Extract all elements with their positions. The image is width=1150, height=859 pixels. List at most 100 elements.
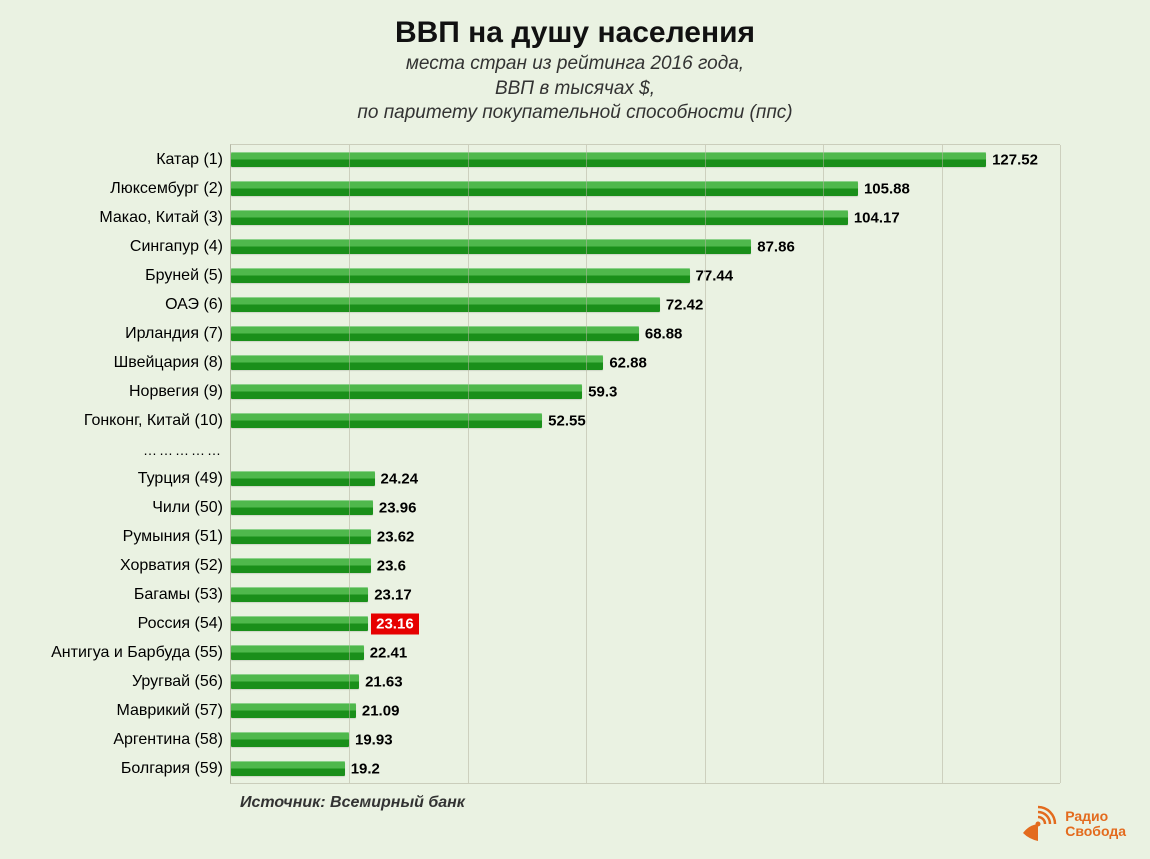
bar-row: Люксембург (2)105.88: [231, 174, 1060, 203]
subtitle-line-2: ВВП в тысячах $,: [495, 78, 655, 99]
bar-row: Хорватия (52)23.6: [231, 551, 1060, 580]
value-label: 21.09: [362, 702, 400, 719]
value-label: 23.62: [377, 528, 415, 545]
bar-row: Ирландия (7)68.88: [231, 319, 1060, 348]
bar-row: Аргентина (58)19.93: [231, 725, 1060, 754]
separator-dots: ……………: [36, 442, 231, 458]
bar-row: Швейцария (8)62.88: [231, 348, 1060, 377]
bar-row: ОАЭ (6)72.42: [231, 290, 1060, 319]
bar: 23.96: [231, 500, 373, 515]
gridline: [1060, 145, 1061, 783]
gridline: [942, 145, 943, 783]
bar-row: Болгария (59)19.2: [231, 754, 1060, 783]
gridline: [468, 145, 469, 783]
category-label: Сингапур (4): [36, 238, 231, 256]
category-label: Швейцария (8): [36, 354, 231, 372]
bar-row: Сингапур (4)87.86: [231, 232, 1060, 261]
bar: 77.44: [231, 268, 690, 283]
category-label: Чили (50): [36, 499, 231, 517]
separator-row: ……………: [231, 435, 1060, 464]
bar: 104.17: [231, 210, 848, 225]
category-label: Ирландия (7): [36, 325, 231, 343]
value-label: 62.88: [609, 354, 647, 371]
category-label: Гонконг, Китай (10): [36, 412, 231, 430]
category-label: Россия (54): [36, 615, 231, 633]
category-label: Люксембург (2): [36, 180, 231, 198]
bar: 22.41: [231, 645, 364, 660]
category-label: Турция (49): [36, 470, 231, 488]
value-label: 22.41: [370, 644, 408, 661]
bar: 127.52: [231, 152, 986, 167]
bar: 68.88: [231, 326, 639, 341]
value-label: 59.3: [588, 383, 617, 400]
bar: 24.24: [231, 471, 375, 486]
bar: 72.42: [231, 297, 660, 312]
value-label: 127.52: [992, 151, 1038, 168]
value-label: 19.2: [351, 760, 380, 777]
bar-row: Россия (54)23.16: [231, 609, 1060, 638]
gridline: [586, 145, 587, 783]
logo-line-1: Радио: [1065, 809, 1126, 824]
category-label: Уругвай (56): [36, 673, 231, 691]
bar: 23.17: [231, 587, 368, 602]
bar: 59.3: [231, 384, 582, 399]
gridline: [705, 145, 706, 783]
chart-title: ВВП на душу населения: [30, 16, 1120, 50]
value-label: 23.17: [374, 586, 412, 603]
bar-row: Антигуа и Барбуда (55)22.41: [231, 638, 1060, 667]
value-label: 68.88: [645, 325, 683, 342]
category-label: Макао, Китай (3): [36, 209, 231, 227]
value-label: 77.44: [696, 267, 734, 284]
bar: 19.93: [231, 732, 349, 747]
bar-row: Гонконг, Китай (10)52.55: [231, 406, 1060, 435]
chart-subtitle: места стран из рейтинга 2016 года, ВВП в…: [30, 52, 1120, 126]
category-label: Болгария (59): [36, 760, 231, 778]
category-label: Маврикий (57): [36, 702, 231, 720]
bar-row: Багамы (53)23.17: [231, 580, 1060, 609]
value-label: 104.17: [854, 209, 900, 226]
subtitle-line-3: по паритету покупательной способности (п…: [357, 102, 792, 123]
bar: 87.86: [231, 239, 751, 254]
chart-plot-area: Катар (1)127.52Люксембург (2)105.88Макао…: [230, 144, 1060, 784]
logo-icon: [1017, 803, 1059, 845]
value-label: 24.24: [381, 470, 419, 487]
value-label-highlight: 23.16: [371, 613, 419, 634]
value-label: 23.6: [377, 557, 406, 574]
value-label: 105.88: [864, 180, 910, 197]
category-label: Хорватия (52): [36, 557, 231, 575]
bar-row: Чили (50)23.96: [231, 493, 1060, 522]
value-label: 19.93: [355, 731, 393, 748]
category-label: Румыния (51): [36, 528, 231, 546]
bar-row: Макао, Китай (3)104.17: [231, 203, 1060, 232]
chart-rows: Катар (1)127.52Люксембург (2)105.88Макао…: [231, 145, 1060, 783]
subtitle-line-1: места стран из рейтинга 2016 года,: [406, 53, 744, 74]
value-label: 23.96: [379, 499, 417, 516]
value-label: 72.42: [666, 296, 704, 313]
value-label: 21.63: [365, 673, 403, 690]
category-label: Багамы (53): [36, 586, 231, 604]
source-label: Источник: Всемирный банк: [240, 794, 1120, 812]
bar: 21.63: [231, 674, 359, 689]
bar-row: Маврикий (57)21.09: [231, 696, 1060, 725]
chart-container: ВВП на душу населения места стран из рей…: [0, 0, 1150, 832]
gridline: [823, 145, 824, 783]
bar: 23.16: [231, 616, 368, 631]
bar-row: Турция (49)24.24: [231, 464, 1060, 493]
bar-row: Уругвай (56)21.63: [231, 667, 1060, 696]
logo-line-2: Свобода: [1065, 824, 1126, 839]
logo: Радио Свобода: [1017, 803, 1126, 845]
bar-row: Катар (1)127.52: [231, 145, 1060, 174]
category-label: Бруней (5): [36, 267, 231, 285]
category-label: Норвегия (9): [36, 383, 231, 401]
gridline: [349, 145, 350, 783]
bar: 21.09: [231, 703, 356, 718]
bar: 62.88: [231, 355, 603, 370]
category-label: ОАЭ (6): [36, 296, 231, 314]
value-label: 87.86: [757, 238, 795, 255]
category-label: Катар (1): [36, 151, 231, 169]
value-label: 52.55: [548, 412, 586, 429]
bar: 105.88: [231, 181, 858, 196]
bar: 52.55: [231, 413, 542, 428]
bar: 19.2: [231, 761, 345, 776]
bar-row: Румыния (51)23.62: [231, 522, 1060, 551]
